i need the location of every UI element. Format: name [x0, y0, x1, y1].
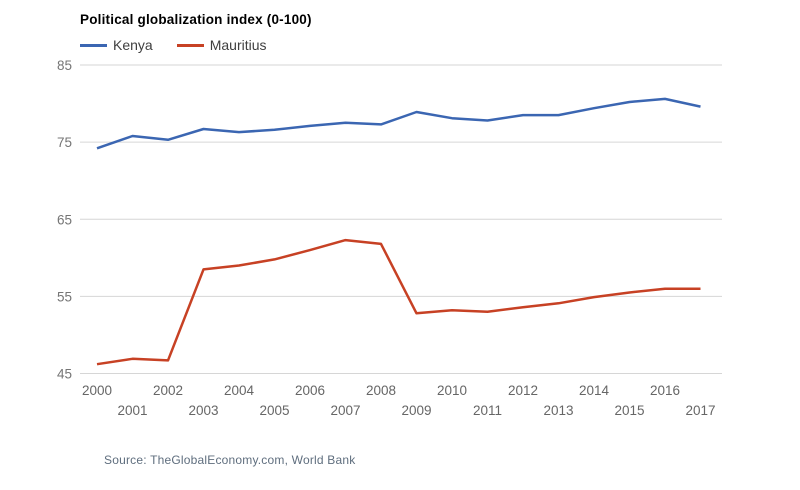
x-tick-label-2011: 2011 — [473, 403, 502, 418]
x-tick-label-2002: 2002 — [153, 383, 183, 398]
x-tick-label-2001: 2001 — [117, 403, 147, 418]
legend-item-kenya: Kenya — [80, 37, 153, 53]
x-tick-label-2017: 2017 — [685, 403, 715, 418]
x-tick-label-2003: 2003 — [188, 403, 218, 418]
x-tick-label-2006: 2006 — [295, 383, 325, 398]
x-tick-label-2013: 2013 — [543, 403, 573, 418]
y-tick-label-55: 55 — [57, 289, 72, 304]
source-note: Source: TheGlobalEconomy.com, World Bank — [104, 453, 356, 467]
y-tick-label-45: 45 — [57, 367, 72, 382]
y-tick-label-65: 65 — [57, 212, 72, 227]
x-tick-label-2000: 2000 — [82, 383, 112, 398]
x-tick-label-2014: 2014 — [579, 383, 610, 398]
chart-title: Political globalization index (0-100) — [80, 12, 312, 27]
legend-label-kenya: Kenya — [113, 37, 153, 53]
x-tick-label-2008: 2008 — [366, 383, 396, 398]
x-tick-label-2015: 2015 — [614, 403, 644, 418]
legend-label-mauritius: Mauritius — [209, 37, 267, 53]
mauritius-line-swatch — [176, 43, 204, 47]
x-tick-label-2007: 2007 — [330, 403, 360, 418]
x-tick-label-2012: 2012 — [508, 383, 538, 398]
x-tick-label-2010: 2010 — [437, 383, 467, 398]
x-tick-label-2004: 2004 — [224, 383, 255, 398]
mauritius-line — [96, 238, 701, 366]
x-tick-label-2016: 2016 — [650, 383, 680, 398]
y-tick-label-85: 85 — [57, 58, 72, 73]
x-tick-label-2009: 2009 — [401, 403, 431, 418]
legend: Kenya Mauritius — [80, 37, 267, 53]
legend-item-mauritius: Mauritius — [176, 37, 267, 53]
x-tick-label-2005: 2005 — [259, 403, 289, 418]
kenya-line-swatch — [80, 43, 107, 47]
kenya-line — [96, 97, 701, 150]
y-tick-label-75: 75 — [57, 135, 72, 150]
